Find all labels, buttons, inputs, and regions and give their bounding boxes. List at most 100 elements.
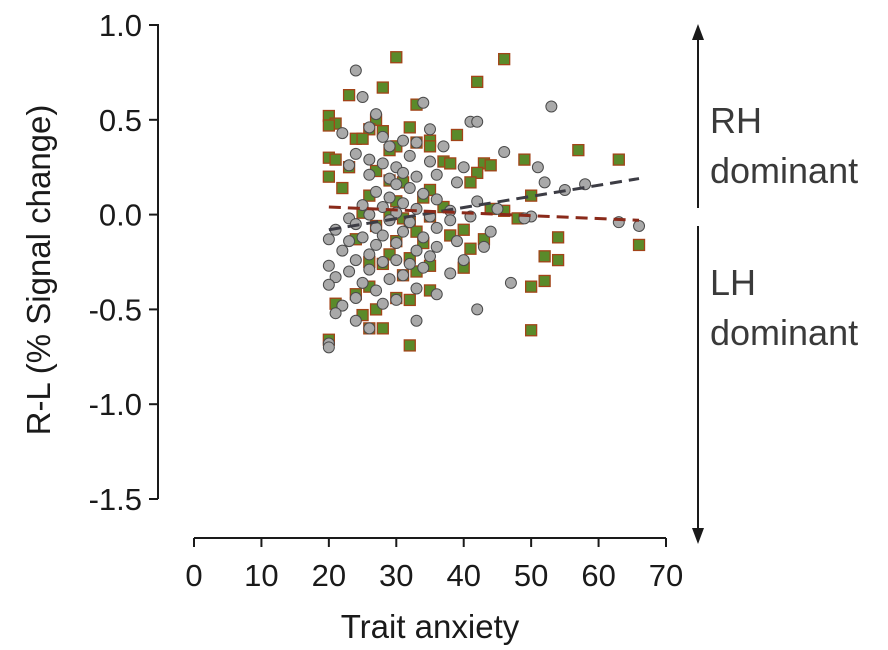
circle-point: [633, 219, 646, 232]
square-point: [457, 223, 470, 236]
circle-point: [410, 170, 423, 183]
circle-point: [390, 293, 403, 306]
circle-point: [397, 166, 410, 179]
square-point: [551, 253, 565, 267]
y-tick-label: 1.0: [99, 8, 142, 43]
circle-point: [410, 244, 423, 257]
y-tick-label: 0.5: [99, 103, 142, 138]
circle-point: [450, 176, 463, 189]
circle-point: [376, 157, 389, 170]
circle-point: [397, 197, 410, 210]
circle-point: [410, 202, 423, 215]
circle-point: [471, 303, 484, 316]
y-tick-label: -1.5: [89, 482, 142, 517]
circle-point: [356, 91, 369, 104]
circle-point: [430, 193, 443, 206]
square-point: [336, 181, 349, 195]
lh-dominant-label: dominant: [710, 312, 858, 353]
square-point: [524, 324, 538, 337]
circle-point: [390, 237, 403, 250]
circle-point: [356, 276, 369, 289]
circle-point: [397, 225, 410, 238]
square-point: [342, 89, 356, 102]
circle-point: [403, 257, 416, 270]
x-axis-ticks: 0 10 20 30 40 50 60 70: [185, 538, 683, 593]
square-point: [403, 121, 416, 134]
circle-point: [322, 259, 335, 272]
circle-point: [417, 261, 430, 274]
circle-point: [336, 127, 349, 140]
circle-point: [477, 240, 490, 253]
square-point: [551, 231, 565, 244]
x-tick-label: 50: [514, 558, 548, 593]
circle-point: [498, 146, 511, 159]
circle-point: [370, 185, 383, 198]
circle-point: [538, 176, 551, 189]
circle-point: [417, 231, 430, 244]
circle-point: [410, 314, 423, 327]
circle-point: [363, 168, 376, 181]
circle-point: [424, 250, 436, 263]
square-point: [538, 250, 551, 263]
circle-point: [430, 221, 443, 234]
circle-point: [363, 121, 376, 134]
circle-point: [349, 147, 362, 160]
square-point: [538, 274, 551, 288]
circle-point: [370, 108, 383, 121]
x-tick-label: 20: [312, 558, 346, 593]
x-tick-label: 10: [244, 558, 278, 593]
circle-point: [545, 100, 558, 113]
circle-point: [397, 269, 410, 282]
square-point: [524, 280, 538, 293]
y-axis-ticks: 1.0 0.5 0.0 -0.5 -1.0 -1.5: [89, 8, 158, 517]
square-point: [471, 75, 484, 89]
circle-point: [383, 191, 396, 204]
circle-point: [376, 297, 389, 310]
circle-point: [430, 168, 443, 181]
circle-point: [403, 149, 416, 162]
circle-point: [356, 231, 369, 244]
square-point: [572, 143, 585, 157]
circle-point: [383, 273, 396, 286]
circle-point: [410, 282, 423, 295]
y-tick-label: 0.0: [99, 198, 142, 233]
square-point: [322, 119, 336, 132]
rh-dominant-label: dominant: [710, 150, 858, 191]
circle-point: [329, 307, 342, 320]
circle-point: [322, 341, 335, 354]
circle-point: [343, 235, 356, 248]
square-point: [612, 153, 625, 166]
circle-point: [437, 140, 450, 153]
y-tick-label: -0.5: [89, 292, 142, 327]
circle-point: [390, 254, 403, 267]
lh-label: LH: [710, 262, 756, 303]
circle-point: [363, 263, 376, 276]
circle-point: [376, 201, 389, 214]
circle-point: [430, 288, 443, 301]
square-point: [471, 166, 484, 180]
circle-point: [376, 229, 389, 242]
circle-point: [457, 161, 470, 174]
square-point: [390, 51, 403, 64]
circle-point: [343, 159, 356, 172]
square-point: [356, 132, 369, 145]
circle-point: [370, 238, 383, 251]
x-tick-label: 60: [581, 558, 615, 593]
circle-point: [430, 240, 443, 253]
square-point: [403, 293, 416, 307]
circle-point: [336, 299, 349, 312]
square-point: [376, 81, 389, 94]
circle-trend-line: [328, 177, 640, 232]
y-axis-title: R-L (% Signal change): [20, 105, 57, 436]
dominance-arrow: [692, 24, 704, 544]
circle-point: [370, 284, 383, 297]
circle-point: [450, 235, 463, 248]
circle-point: [336, 244, 349, 257]
circle-point: [444, 214, 457, 227]
circle-point: [329, 271, 342, 284]
circle-point: [376, 130, 389, 143]
x-tick-label: 30: [379, 558, 413, 593]
circle-point: [390, 178, 403, 191]
data-points: [322, 51, 646, 354]
